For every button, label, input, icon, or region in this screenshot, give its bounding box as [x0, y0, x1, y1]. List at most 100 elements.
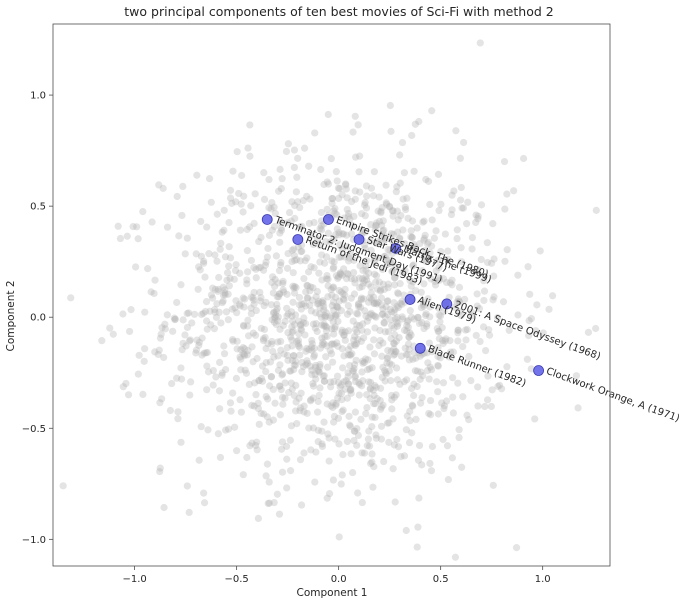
plot-frame — [52, 23, 611, 567]
background-point — [257, 233, 265, 242]
background-point — [269, 273, 277, 281]
background-point — [442, 335, 450, 343]
background-point — [185, 337, 194, 345]
background-point — [350, 336, 358, 344]
background-point — [226, 254, 235, 262]
background-point — [240, 322, 248, 330]
background-point — [271, 282, 279, 290]
background-point — [169, 327, 177, 335]
background-point — [380, 318, 388, 327]
background-point — [340, 296, 348, 304]
background-point — [311, 324, 319, 332]
background-point — [448, 191, 456, 199]
background-point — [373, 300, 381, 308]
background-point — [236, 353, 244, 361]
background-point — [209, 381, 217, 389]
background-point — [262, 298, 270, 306]
background-point — [283, 343, 291, 352]
background-point — [426, 303, 434, 311]
background-point — [291, 256, 299, 265]
background-point — [435, 334, 443, 343]
background-point — [320, 340, 328, 348]
background-point — [287, 367, 295, 375]
background-point — [355, 303, 363, 311]
highlighted-point — [441, 298, 453, 310]
background-point — [330, 418, 338, 426]
background-point — [426, 396, 435, 405]
background-point — [342, 377, 350, 385]
background-point — [339, 406, 347, 414]
background-point — [327, 312, 335, 320]
background-point — [308, 336, 316, 345]
background-point — [255, 420, 263, 428]
background-point — [290, 251, 299, 260]
background-point — [350, 340, 358, 348]
background-point — [296, 223, 304, 231]
background-point — [290, 352, 298, 360]
background-point — [412, 287, 420, 295]
background-point — [326, 378, 335, 386]
background-point — [439, 379, 448, 387]
background-point — [296, 456, 305, 464]
background-point — [361, 199, 369, 207]
background-point — [255, 377, 263, 385]
background-point — [365, 427, 373, 435]
background-point — [290, 163, 298, 172]
background-point — [236, 269, 244, 277]
background-point — [313, 408, 322, 416]
background-point — [290, 284, 298, 292]
background-point — [473, 302, 481, 310]
background-point — [239, 350, 247, 358]
background-point — [215, 387, 224, 395]
background-point — [485, 331, 494, 339]
background-point — [402, 526, 410, 535]
background-point — [387, 347, 395, 355]
background-point — [213, 300, 221, 308]
background-point — [339, 295, 348, 303]
background-point — [173, 374, 181, 382]
background-point — [275, 510, 284, 518]
background-point — [309, 380, 317, 388]
background-point — [463, 325, 471, 334]
background-point — [311, 370, 319, 379]
background-point — [408, 429, 416, 437]
background-point — [296, 203, 304, 212]
background-point — [353, 328, 361, 336]
background-point — [222, 426, 230, 434]
background-point — [383, 419, 392, 427]
background-point — [132, 263, 140, 271]
background-point — [344, 369, 352, 377]
background-point — [360, 449, 369, 457]
background-point — [291, 357, 300, 365]
background-point — [417, 288, 425, 296]
background-point — [347, 250, 355, 258]
background-point — [355, 321, 364, 330]
background-point — [262, 258, 270, 266]
background-point — [467, 376, 475, 385]
y-tick-label: 0.0 — [30, 313, 46, 324]
background-point — [444, 475, 452, 484]
background-point — [365, 442, 374, 450]
background-point — [334, 342, 342, 350]
background-point — [404, 214, 412, 222]
background-point — [393, 364, 401, 372]
background-point — [425, 409, 433, 418]
background-point — [301, 257, 309, 265]
background-point — [384, 284, 392, 292]
background-point — [510, 187, 518, 195]
background-point — [318, 251, 326, 259]
background-point — [203, 348, 212, 357]
background-point — [196, 266, 204, 274]
background-point — [243, 280, 251, 288]
background-point — [269, 347, 277, 356]
background-point — [476, 337, 484, 346]
background-point — [245, 380, 253, 388]
background-point — [296, 321, 305, 329]
background-point — [446, 337, 454, 345]
background-point — [318, 276, 326, 284]
background-point — [331, 209, 339, 218]
background-point — [383, 354, 391, 363]
background-point — [418, 461, 426, 469]
background-point — [338, 326, 346, 334]
